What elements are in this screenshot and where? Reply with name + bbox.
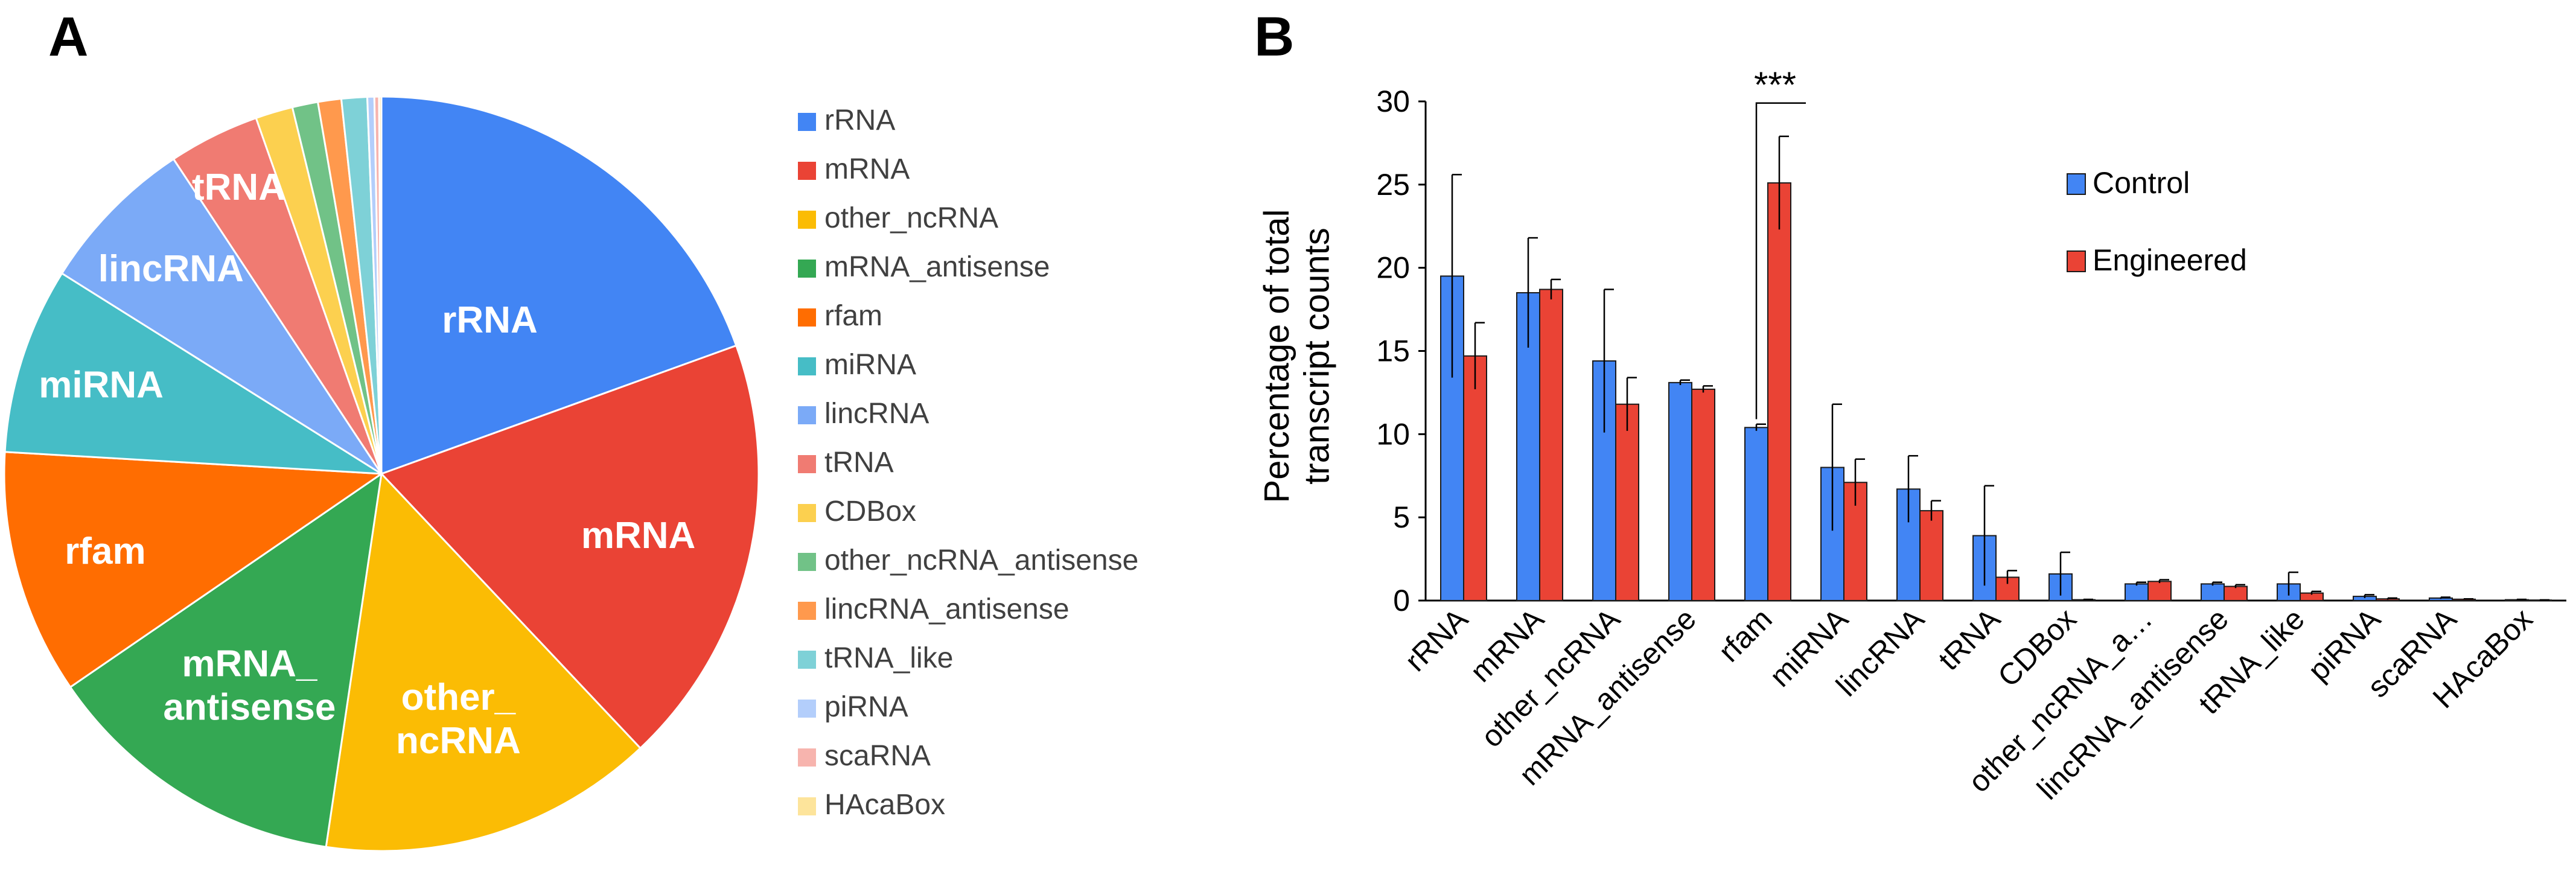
bar-control-lincrna-antisense: [2201, 583, 2225, 602]
bar-legend-label-control: Control: [2093, 166, 2190, 200]
bar-legend-swatch-control: [2067, 173, 2086, 195]
y-tick-label: 0: [1393, 584, 1410, 617]
legend-swatch-pirna: [798, 700, 816, 718]
y-tick-label: 30: [1376, 84, 1410, 118]
bar-engineered-rrna: [1463, 355, 1487, 602]
panel-label-b: B: [1254, 6, 1294, 68]
legend-label-mrna: mRNA: [824, 153, 910, 185]
legend-swatch-mrna: [798, 162, 816, 180]
legend-swatch-mirna: [798, 357, 816, 375]
legend-swatch-trna: [798, 455, 816, 473]
pie-slice-mrna-antisense: [69, 471, 383, 848]
pie-slice-label-line: rfam: [65, 531, 145, 572]
legend-label-other-ncrna-antisense: other_ncRNA_antisense: [824, 544, 1138, 576]
y-tick-label: 20: [1376, 251, 1410, 285]
pie-slice-label-line: mRNA: [581, 515, 695, 556]
panel-label-a: A: [48, 6, 88, 68]
pie-slice-hacabox: [378, 95, 383, 474]
legend-swatch-rfam: [798, 308, 816, 327]
legend-label-cdbox: CDBox: [824, 496, 916, 528]
pie-slice-mrna: [380, 344, 760, 750]
bar-engineered-other-ncrna-a: [2147, 581, 2172, 602]
pie-slice-other-ncrna: [325, 471, 642, 852]
pie-slice-label-line: ncRNA: [396, 720, 521, 762]
legend-label-hacabox: HAcaBox: [824, 789, 945, 821]
y-tick-label: 10: [1376, 417, 1410, 451]
bar-chart: 0 5 10 15 20 25 30 Percentage of totaltranscrip…: [1257, 65, 2566, 806]
bar-control-other-ncrna-a: [2125, 583, 2149, 602]
pie-slice-label-line: lincRNA: [98, 248, 244, 290]
significance-label: ***: [1754, 65, 1796, 105]
bar-engineered-mrna-antisense: [1691, 388, 1715, 601]
legend-swatch-lincrna-antisense: [798, 602, 816, 620]
pie-slice-label-rfam: rfam: [65, 531, 145, 572]
pie-slice-rfam: [3, 451, 384, 689]
legend-label-other-ncrna: other_ncRNA: [824, 202, 998, 234]
legend-label-mirna: miRNA: [824, 349, 916, 381]
y-tick-label: 5: [1393, 500, 1410, 534]
pie-slice-label-lincrna: lincRNA: [98, 248, 244, 290]
y-tick-label: 25: [1376, 168, 1410, 202]
pie-slice-label-mrna: mRNA: [581, 515, 695, 556]
legend-swatch-trna-like: [798, 651, 816, 669]
legend-swatch-cdbox: [798, 504, 816, 522]
bar-legend-label-engineered: Engineered: [2093, 243, 2247, 277]
legend-swatch-mrna-antisense: [798, 260, 816, 278]
legend-label-trna-like: tRNA_like: [824, 642, 953, 674]
bar-control-mrna-antisense: [1668, 381, 1692, 601]
pie-slice-label-line: antisense: [163, 686, 336, 728]
pie-chart: rRNA mRNA other_ ncRNA mRNA_ antisense rfam miR…: [3, 95, 760, 852]
bar-legend-swatch-engineered: [2067, 250, 2086, 272]
bar-engineered-lincrna-antisense: [2224, 585, 2248, 602]
legend-label-rrna: rRNA: [824, 104, 895, 136]
y-axis-label: Percentage of totaltranscript counts: [1257, 209, 1337, 503]
pie-slice-label-line: tRNA: [192, 167, 285, 208]
legend-label-pirna: piRNA: [824, 691, 908, 723]
legend-swatch-other-ncrna-antisense: [798, 553, 816, 571]
pie-slice-lincrna: [60, 158, 383, 475]
y-tick-label: 15: [1376, 334, 1410, 368]
pie-slice-label-trna: tRNA: [192, 167, 285, 208]
significance-bracket: [1755, 102, 1806, 419]
pie-slice-label-line: other_: [401, 677, 517, 718]
bar-engineered-rfam: [1767, 182, 1791, 601]
pie-slice-label-mrna-antisense: mRNA_ antisense: [163, 643, 336, 729]
pie-slice-label-line: miRNA: [39, 364, 164, 406]
bar-engineered-other-ncrna: [1615, 403, 1639, 601]
pie-slice-label-line: rRNA: [442, 299, 537, 341]
legend-label-rfam: rfam: [824, 300, 882, 332]
bar-engineered-mrna: [1539, 289, 1563, 601]
legend-swatch-rrna: [798, 113, 816, 131]
legend-label-trna: tRNA: [824, 447, 894, 479]
legend-swatch-hacabox: [798, 797, 816, 815]
y-axis-label-line: Percentage of total: [1257, 209, 1296, 503]
bar-control-rfam: [1744, 427, 1768, 601]
legend-label-lincrna-antisense: lincRNA_antisense: [824, 593, 1070, 625]
y-axis-label-line: transcript counts: [1298, 228, 1337, 485]
pie-slice-label-line: mRNA_: [182, 643, 317, 685]
legend-label-mrna-antisense: mRNA_antisense: [824, 251, 1050, 283]
pie-slice-label-other-ncrna: other_ ncRNA: [396, 677, 521, 762]
bar-engineered-lincrna: [1919, 510, 1943, 602]
legend-swatch-scarna: [798, 748, 816, 767]
x-tick-label-rfam: rfam: [1712, 602, 1778, 668]
legend-label-lincrna: lincRNA: [824, 398, 929, 430]
pie-slice-label-mirna: miRNA: [39, 364, 164, 406]
pie-slice-rrna: [380, 95, 738, 476]
pie-slice-mirna: [4, 272, 382, 475]
legend-swatch-lincrna: [798, 406, 816, 424]
legend-label-scarna: scaRNA: [824, 740, 931, 772]
legend-swatch-other-ncrna: [798, 211, 816, 229]
pie-slice-label-rrna: rRNA: [442, 299, 537, 341]
